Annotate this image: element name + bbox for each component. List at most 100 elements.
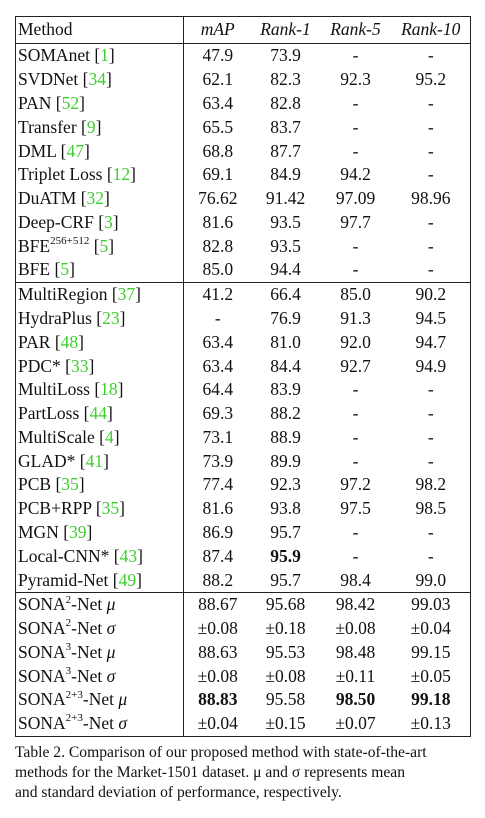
map-value: 88.83: [198, 689, 238, 710]
rank-10-value: 99.18: [411, 689, 451, 710]
method-cell: SONA3-Net μ: [15, 640, 184, 665]
citation-link: 18: [100, 379, 118, 400]
rank-5-value: -: [352, 92, 359, 113]
map-value: 87.4: [202, 545, 234, 566]
table-row: PCB [35] 77.4 92.3 97.2 98.2: [15, 473, 471, 497]
map-value: 77.4: [202, 474, 234, 495]
table-row: SVDNet [34] 62.1 82.3 92.3 95.2: [15, 67, 471, 92]
rank-10-value: -: [427, 164, 434, 185]
citation-link: 4: [105, 426, 114, 447]
method-cell: Transfer [9]: [15, 115, 184, 140]
rank-1-value: 91.42: [265, 188, 306, 209]
citation-link: 52: [61, 92, 80, 113]
map-value: 88.63: [198, 641, 238, 662]
rank-10-value: -: [427, 450, 434, 471]
map-value: 73.9: [202, 450, 234, 471]
method-suffix: -Net: [71, 641, 103, 662]
map-value: 41.2: [202, 284, 234, 305]
citation-link: 39: [69, 522, 87, 543]
rank-5-value: 97.09: [335, 188, 376, 209]
map-value: 62.1: [202, 69, 234, 90]
method-name: SONA: [18, 713, 66, 734]
method-name: PartLoss: [18, 403, 80, 424]
table-row: Deep-CRF [3] 81.6 93.5 97.7 -: [15, 210, 471, 235]
map-value: ±0.08: [197, 665, 238, 686]
rank-10-value: -: [427, 140, 434, 161]
rank-5-value: -: [352, 545, 359, 566]
rank-5-value: 97.2: [340, 474, 371, 495]
header-rank-5: Rank-5: [319, 16, 392, 44]
method-cell: SOMAnet [1]: [15, 43, 184, 68]
rank-10-value: -: [427, 379, 434, 400]
method-name: MultiRegion: [18, 284, 108, 305]
method-name: BFE: [18, 259, 51, 280]
method-cell: Pyramid-Net [49]: [15, 568, 184, 593]
method-superscript: 2: [65, 593, 72, 606]
bracket-open: [: [94, 45, 101, 66]
bracket-open: [: [112, 569, 119, 590]
method-name: SVDNet: [18, 69, 79, 90]
map-value: 81.6: [202, 211, 234, 232]
rank-5-value: 92.7: [340, 355, 371, 376]
rank-5-value: -: [352, 426, 359, 447]
method-cell: PCB+RPP [35]: [15, 496, 184, 521]
rank-10-value: -: [427, 426, 434, 447]
rank-10-value: -: [427, 403, 434, 424]
bracket-open: [: [111, 284, 118, 305]
rank-1-value: 76.9: [270, 307, 301, 328]
rank-1-value: 95.7: [270, 522, 301, 543]
map-value: 73.1: [202, 426, 234, 447]
table-row: SOMAnet [1] 47.9 73.9 - -: [15, 43, 471, 68]
method-cell: PartLoss [44]: [15, 401, 184, 426]
method-name: PAN: [18, 92, 52, 113]
citation-link: 41: [85, 450, 104, 471]
bracket-close: ]: [105, 69, 112, 90]
rank-10-value: -: [427, 235, 434, 256]
rank-5-value: 98.50: [335, 689, 376, 710]
method-cell: SVDNet [34]: [15, 67, 184, 92]
citation-link: 12: [112, 164, 131, 185]
statistic-symbol: μ: [106, 641, 116, 662]
rank-1-value: 82.8: [270, 92, 301, 113]
bracket-open: [: [94, 379, 101, 400]
table-row: PDC* [33] 63.4 84.4 92.7 94.9: [15, 354, 471, 378]
citation-link: 9: [86, 116, 96, 137]
method-superscript: 256+512: [50, 234, 90, 247]
statistic-symbol: μ: [118, 689, 128, 710]
map-value: 85.0: [183, 258, 252, 283]
bracket-close: ]: [104, 188, 110, 209]
map-value: 68.8: [202, 140, 234, 161]
table-caption: Table 2. Comparison of our proposed meth…: [15, 743, 477, 804]
bracket-open: [: [63, 522, 70, 543]
bracket-close: ]: [69, 259, 75, 280]
method-cell: MultiRegion [37]: [15, 282, 184, 307]
method-superscript: 3: [65, 664, 72, 677]
rank-10-value: -: [427, 116, 434, 137]
citation-link: 34: [88, 69, 106, 90]
map-value: 65.5: [202, 116, 234, 137]
method-name: Triplet Loss: [18, 164, 103, 185]
method-cell: BFE [5]: [15, 258, 184, 283]
method-cell: PCB [35]: [15, 473, 184, 497]
method-name: SONA: [18, 618, 66, 639]
rank-10-value: 90.2: [415, 284, 447, 305]
method-name: MGN: [18, 522, 59, 543]
rank-5-value: -: [352, 116, 359, 137]
bracket-close: ]: [78, 474, 85, 495]
method-name: DML: [18, 140, 57, 161]
header-rank-1: Rank-1: [251, 16, 320, 44]
map-value: ±0.08: [197, 618, 238, 639]
rank-1-value: 95.9: [270, 545, 301, 566]
method-superscript: 2+3: [65, 688, 83, 701]
rank-5-value: 97.7: [340, 211, 371, 232]
caption-line-3: and standard deviation of performance, r…: [15, 784, 342, 802]
rank-5-value: ±0.11: [335, 665, 376, 686]
rank-1-value: 95.58: [265, 689, 306, 710]
map-value: 88.2: [183, 568, 252, 593]
rank-1-value: 89.9: [270, 450, 301, 471]
rank-5-value: -: [352, 522, 359, 543]
bracket-close: ]: [108, 45, 115, 66]
rank-5-value: -: [352, 45, 359, 66]
citation-link: 33: [71, 355, 89, 376]
method-name: HydraPlus: [18, 307, 92, 328]
